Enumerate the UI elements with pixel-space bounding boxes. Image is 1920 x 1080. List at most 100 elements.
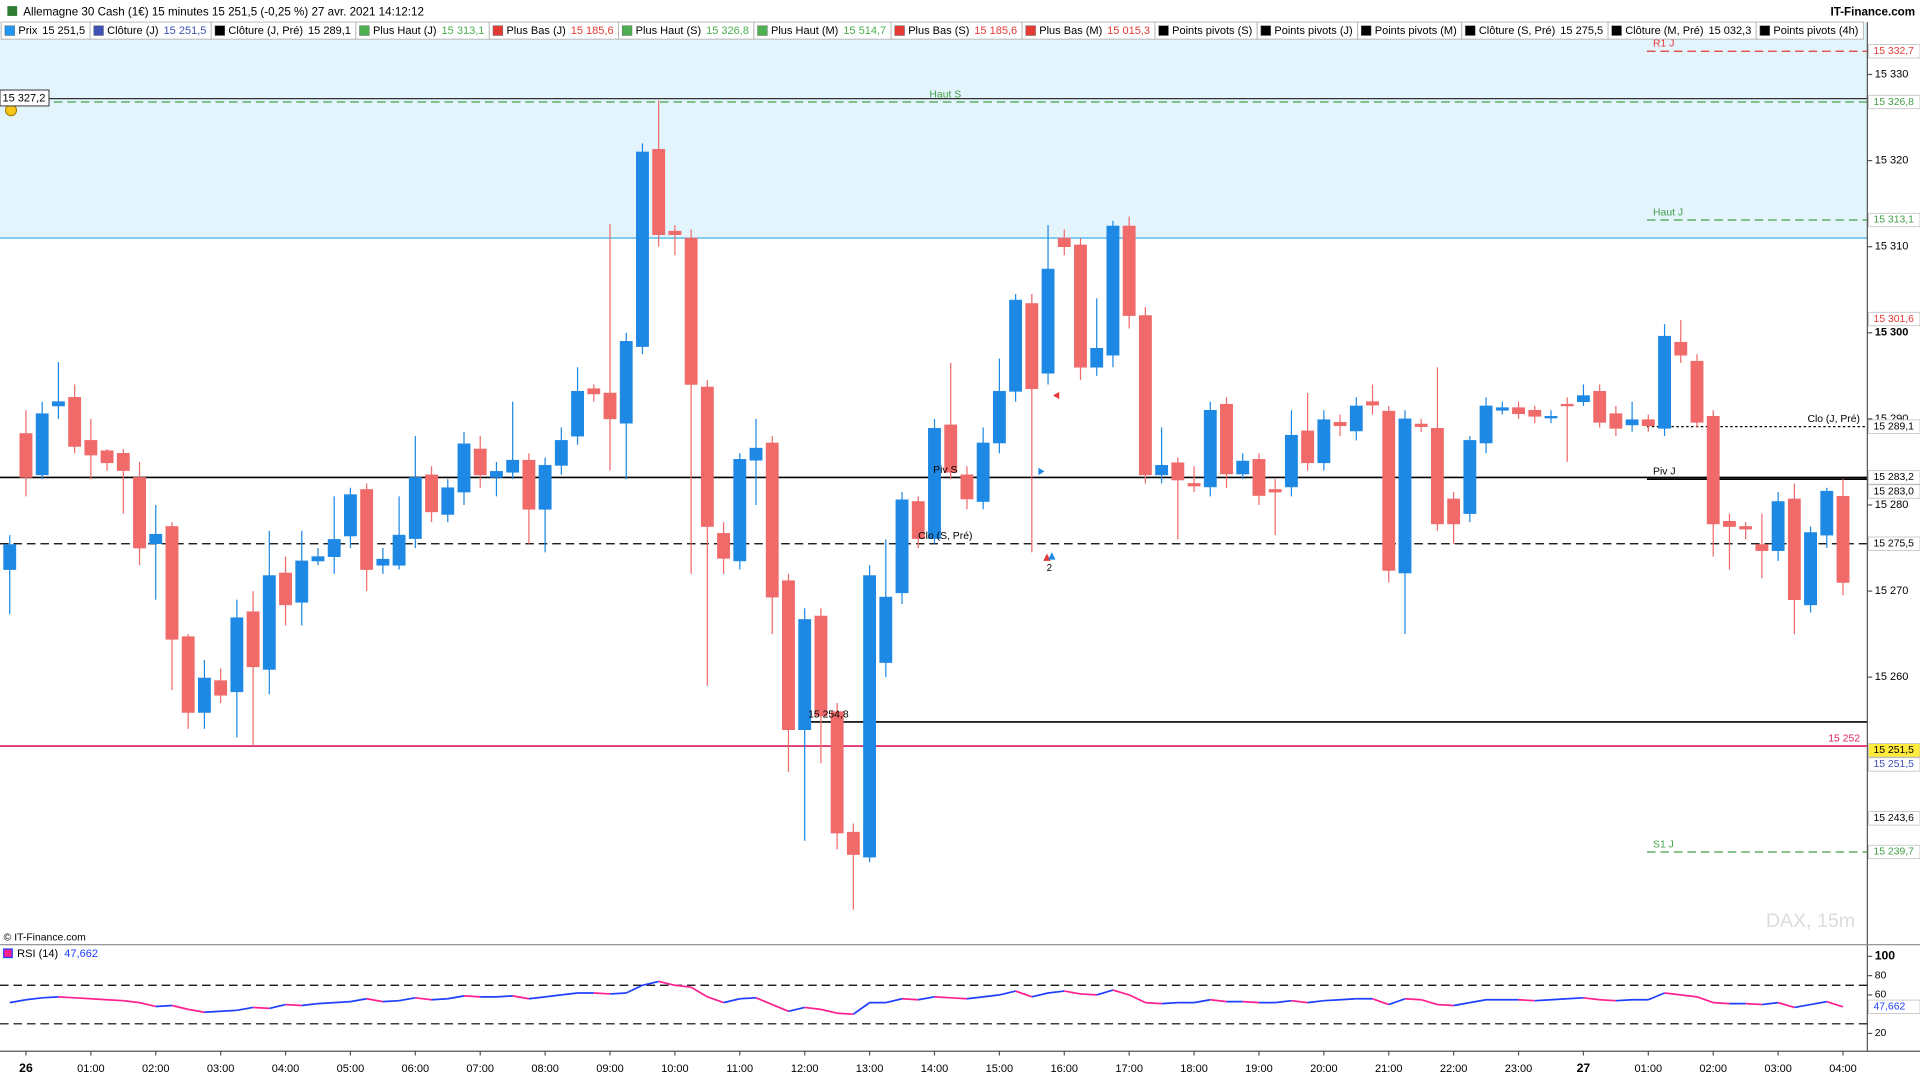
indicator-value: 15 289,1 bbox=[308, 25, 351, 37]
indicator-cell[interactable]: Plus Haut (J) 15 313,1 bbox=[355, 21, 490, 40]
rsi-segment bbox=[188, 1008, 205, 1014]
rsi-segment bbox=[1161, 1001, 1178, 1005]
rsi-segment bbox=[901, 997, 919, 1001]
rsi-segment bbox=[837, 1012, 854, 1016]
indicator-cell[interactable]: Clôture (J, Pré) 15 289,1 bbox=[210, 21, 357, 40]
candle-body bbox=[344, 494, 357, 537]
indicator-name: Points pivots (J) bbox=[1274, 25, 1352, 37]
indicator-name: Prix bbox=[18, 25, 37, 37]
rsi-segment bbox=[1777, 1001, 1795, 1009]
rsi-segment bbox=[1567, 996, 1584, 1000]
candle-body bbox=[51, 401, 65, 407]
indicator-value: 15 313,1 bbox=[442, 25, 485, 37]
candle-body bbox=[392, 534, 406, 566]
price-label: 15 275,5 bbox=[1873, 538, 1914, 549]
rsi-segment bbox=[123, 999, 140, 1004]
price-label-box bbox=[1868, 212, 1920, 228]
indicator-cell[interactable]: Clôture (S, Pré) 15 275,5 bbox=[1461, 21, 1609, 40]
candles-layer bbox=[3, 100, 1850, 910]
indicator-cell[interactable]: Clôture (M, Pré) 15 032,3 bbox=[1607, 21, 1757, 40]
alert-zone bbox=[0, 22, 1868, 239]
x-tick-label: 22:00 bbox=[1440, 1063, 1468, 1075]
rsi-segment bbox=[204, 1010, 221, 1014]
candle-body bbox=[68, 397, 82, 447]
candle-body bbox=[35, 413, 49, 476]
rsi-segment bbox=[334, 1000, 351, 1004]
rsi-segment bbox=[1713, 1001, 1730, 1005]
candle-body bbox=[246, 611, 260, 668]
rsi-segment bbox=[431, 997, 448, 1001]
price-label: 15 313,1 bbox=[1873, 215, 1914, 226]
price-axis-bg bbox=[1867, 22, 1920, 1080]
rsi-value-axis: 47,662 bbox=[1873, 1002, 1905, 1013]
indicator-value: 15 032,3 bbox=[1708, 25, 1751, 37]
candle-body bbox=[814, 615, 828, 717]
indicator-cell-bg[interactable] bbox=[1755, 21, 1864, 40]
indicator-value: 15 326,8 bbox=[706, 25, 749, 37]
candle-body bbox=[1155, 465, 1169, 476]
candle-body bbox=[960, 474, 974, 500]
rsi-segment bbox=[1794, 1003, 1811, 1009]
rsi-segment bbox=[950, 996, 967, 1000]
labels-layer: 15 327,2 R1 J Haut S Haut J Clo (J, Pré) Piv … bbox=[0, 39, 1860, 850]
indicator-icon bbox=[1361, 25, 1372, 36]
price-label-box bbox=[1868, 536, 1920, 551]
indicator-cell[interactable]: Prix 15 251,5 bbox=[0, 21, 91, 40]
indicator-cell[interactable]: Plus Haut (M) 15 514,7 bbox=[753, 21, 892, 40]
rsi-icon bbox=[3, 948, 13, 959]
candle-body bbox=[1577, 395, 1590, 402]
rsi-segment bbox=[1340, 997, 1357, 1001]
indicator-cell[interactable]: Plus Bas (J) 15 185,6 bbox=[488, 21, 620, 40]
indicator-value: 15 015,3 bbox=[1107, 25, 1150, 37]
y-tick-label: 15 290 bbox=[1875, 413, 1909, 425]
rsi-segment bbox=[415, 996, 432, 1001]
rsi-segment bbox=[1599, 998, 1616, 1002]
candle-body bbox=[1187, 483, 1201, 487]
indicator-cell[interactable]: Points pivots (4h) bbox=[1755, 21, 1864, 40]
candle-body bbox=[733, 459, 747, 562]
indicator-cell[interactable]: Plus Bas (S) 15 185,6 bbox=[890, 21, 1023, 40]
rsi-segment bbox=[512, 995, 530, 1000]
candle-body bbox=[1447, 498, 1461, 525]
indicator-value: 15 185,6 bbox=[571, 25, 614, 37]
rsi-value: 47,662 bbox=[64, 948, 98, 960]
candle-body bbox=[1057, 237, 1071, 247]
indicator-cell[interactable]: Points pivots (M) bbox=[1357, 21, 1463, 40]
candle-body bbox=[668, 230, 682, 235]
candle-body bbox=[1430, 428, 1444, 525]
candle-body bbox=[895, 499, 909, 594]
indicator-icon bbox=[894, 25, 905, 36]
indicator-name: Clôture (J) bbox=[107, 25, 158, 37]
rsi-tick-label: 80 bbox=[1875, 970, 1887, 981]
rsi-segment bbox=[496, 995, 513, 998]
indicator-icon bbox=[1158, 25, 1169, 36]
candle-body bbox=[327, 539, 341, 557]
indicator-cell[interactable]: Points pivots (J) bbox=[1256, 21, 1359, 40]
rsi-segment bbox=[1761, 1001, 1779, 1006]
candle-body bbox=[457, 443, 471, 493]
candle-body bbox=[1203, 409, 1217, 488]
x-tick-label: 17:00 bbox=[1115, 1063, 1143, 1075]
indicator-cell[interactable]: Clôture (J) 15 251,5 bbox=[89, 21, 212, 40]
candle-body bbox=[684, 237, 698, 385]
rsi-segment bbox=[25, 996, 43, 1001]
rsi-segment bbox=[463, 995, 481, 998]
candle-body bbox=[133, 477, 146, 549]
indicator-cell[interactable]: Plus Bas (M) 15 015,3 bbox=[1021, 21, 1156, 40]
candle-body bbox=[1771, 501, 1785, 551]
rsi-segment bbox=[1453, 1001, 1471, 1007]
indicator-cell[interactable]: Plus Haut (S) 15 326,8 bbox=[618, 21, 755, 40]
y-tick-label: 15 310 bbox=[1875, 241, 1909, 253]
y-tick-label: 15 300 bbox=[1875, 327, 1909, 339]
rsi-segment bbox=[42, 995, 59, 999]
x-tick-label: 10:00 bbox=[661, 1063, 689, 1075]
x-tick-label: 09:00 bbox=[596, 1063, 624, 1075]
rsi-segment bbox=[1534, 998, 1552, 1002]
candle-body bbox=[149, 533, 163, 545]
x-tick-label: 01:00 bbox=[1635, 1063, 1663, 1075]
candle-body bbox=[1236, 460, 1250, 475]
candle-body bbox=[1804, 532, 1817, 606]
rsi-segment bbox=[1615, 998, 1633, 1002]
indicator-cell[interactable]: Points pivots (S) bbox=[1154, 21, 1258, 40]
indicator-name: Points pivots (S) bbox=[1172, 25, 1252, 37]
